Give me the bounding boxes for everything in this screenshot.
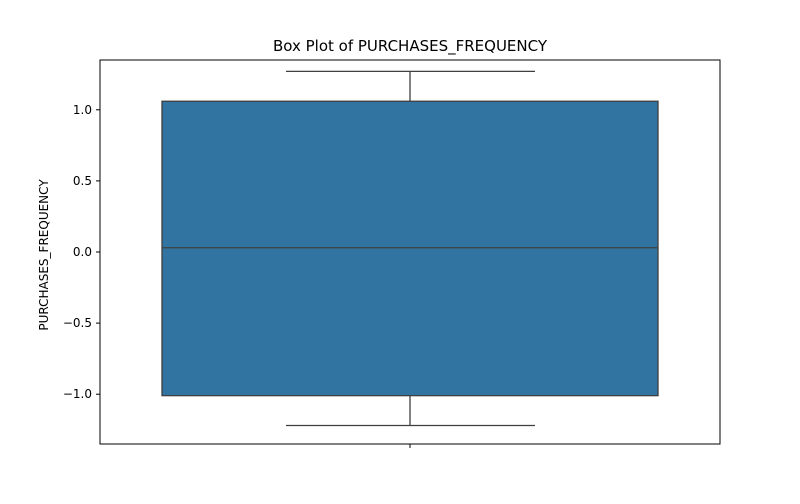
plot-area: −1.0 −0.5 0.0 0.5 1.0: [63, 59, 721, 448]
y-tick-label: 0.0: [73, 245, 92, 259]
y-tick-label: 0.5: [73, 174, 92, 188]
y-axis-label: PURCHASES_FREQUENCY: [37, 179, 51, 331]
y-tick-label: 1.0: [73, 103, 92, 117]
y-tick-label: −1.0: [63, 387, 92, 401]
chart-title: Box Plot of PURCHASES_FREQUENCY: [273, 37, 548, 56]
y-tick-label: −0.5: [63, 316, 92, 330]
iqr-box: [161, 100, 659, 397]
